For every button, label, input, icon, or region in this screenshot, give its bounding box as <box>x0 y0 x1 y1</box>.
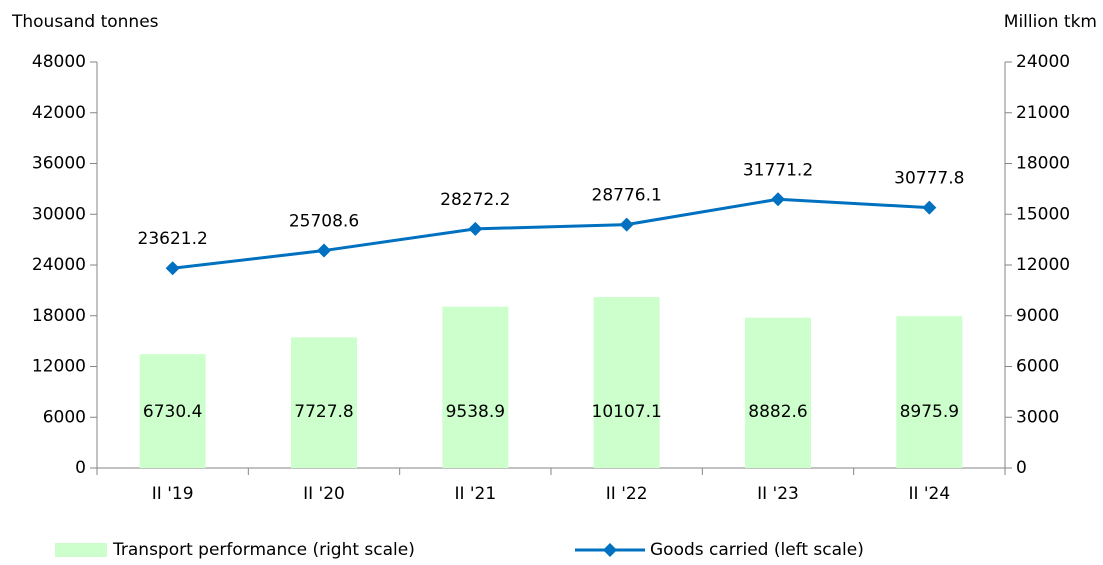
line-marker <box>468 221 483 236</box>
legend-swatch <box>55 543 107 557</box>
bar-value-label: 8882.6 <box>748 402 807 422</box>
bar-value-label: 10107.1 <box>592 402 662 422</box>
bar-value-label: 9538.9 <box>446 402 505 422</box>
line-value-label: 23621.2 <box>138 229 208 249</box>
line <box>172 197 930 270</box>
bar <box>593 297 660 468</box>
y2-tick-label: 24000 <box>1016 52 1070 72</box>
line-marker <box>619 217 634 232</box>
bar <box>442 306 509 468</box>
line-marker <box>922 200 937 215</box>
y-tick-label: 18000 <box>32 306 86 326</box>
y2-tick-label: 6000 <box>1016 357 1059 377</box>
y2-axis-label: Million tkm <box>1004 12 1097 32</box>
bar <box>896 316 963 468</box>
y2-tick-label: 9000 <box>1016 306 1059 326</box>
line-marker <box>771 192 785 207</box>
y-tick-label: 30000 <box>32 204 86 224</box>
line-value-label: 28776.1 <box>592 186 662 206</box>
y-tick-label: 42000 <box>32 103 86 123</box>
x-tick-label: II '20 <box>303 484 345 504</box>
y-tick-label: 0 <box>75 458 86 478</box>
bar <box>291 337 357 468</box>
y-tick-label: 12000 <box>32 357 86 377</box>
line-marker <box>317 243 331 258</box>
bar-value-label: 6730.4 <box>143 402 202 422</box>
y2-tick-label: 18000 <box>1016 154 1070 174</box>
bar <box>745 317 811 468</box>
line-value-label: 25708.6 <box>289 212 359 232</box>
bar-value-label: 7727.8 <box>294 402 353 422</box>
y2-tick-label: 0 <box>1016 458 1027 478</box>
y2-tick-label: 21000 <box>1016 103 1070 123</box>
x-tick-label: II '19 <box>152 484 194 504</box>
y2-tick-label: 12000 <box>1016 255 1070 275</box>
y-tick-label: 36000 <box>32 154 86 174</box>
x-tick-label: II '21 <box>454 484 496 504</box>
bar <box>139 354 206 468</box>
y-tick-label: 6000 <box>43 407 86 427</box>
x-tick-label: II '22 <box>606 484 648 504</box>
y-tick-label: 24000 <box>32 255 86 275</box>
line-value-label: 31771.2 <box>743 160 813 180</box>
legend-label: Goods carried (left scale) <box>650 540 864 560</box>
line-value-label: 28272.2 <box>440 190 510 210</box>
x-tick-label: II '23 <box>757 484 799 504</box>
y-tick-label: 48000 <box>32 52 86 72</box>
y2-tick-label: 3000 <box>1016 407 1059 427</box>
line-marker <box>165 261 180 276</box>
line-value-label: 30777.8 <box>894 169 964 189</box>
legend-marker <box>603 543 617 557</box>
bar-value-label: 8975.9 <box>900 402 959 422</box>
y-axis-label: Thousand tonnes <box>11 12 159 32</box>
x-tick-label: II '24 <box>908 484 950 504</box>
legend-label: Transport performance (right scale) <box>112 540 415 560</box>
y2-tick-label: 15000 <box>1016 204 1070 224</box>
